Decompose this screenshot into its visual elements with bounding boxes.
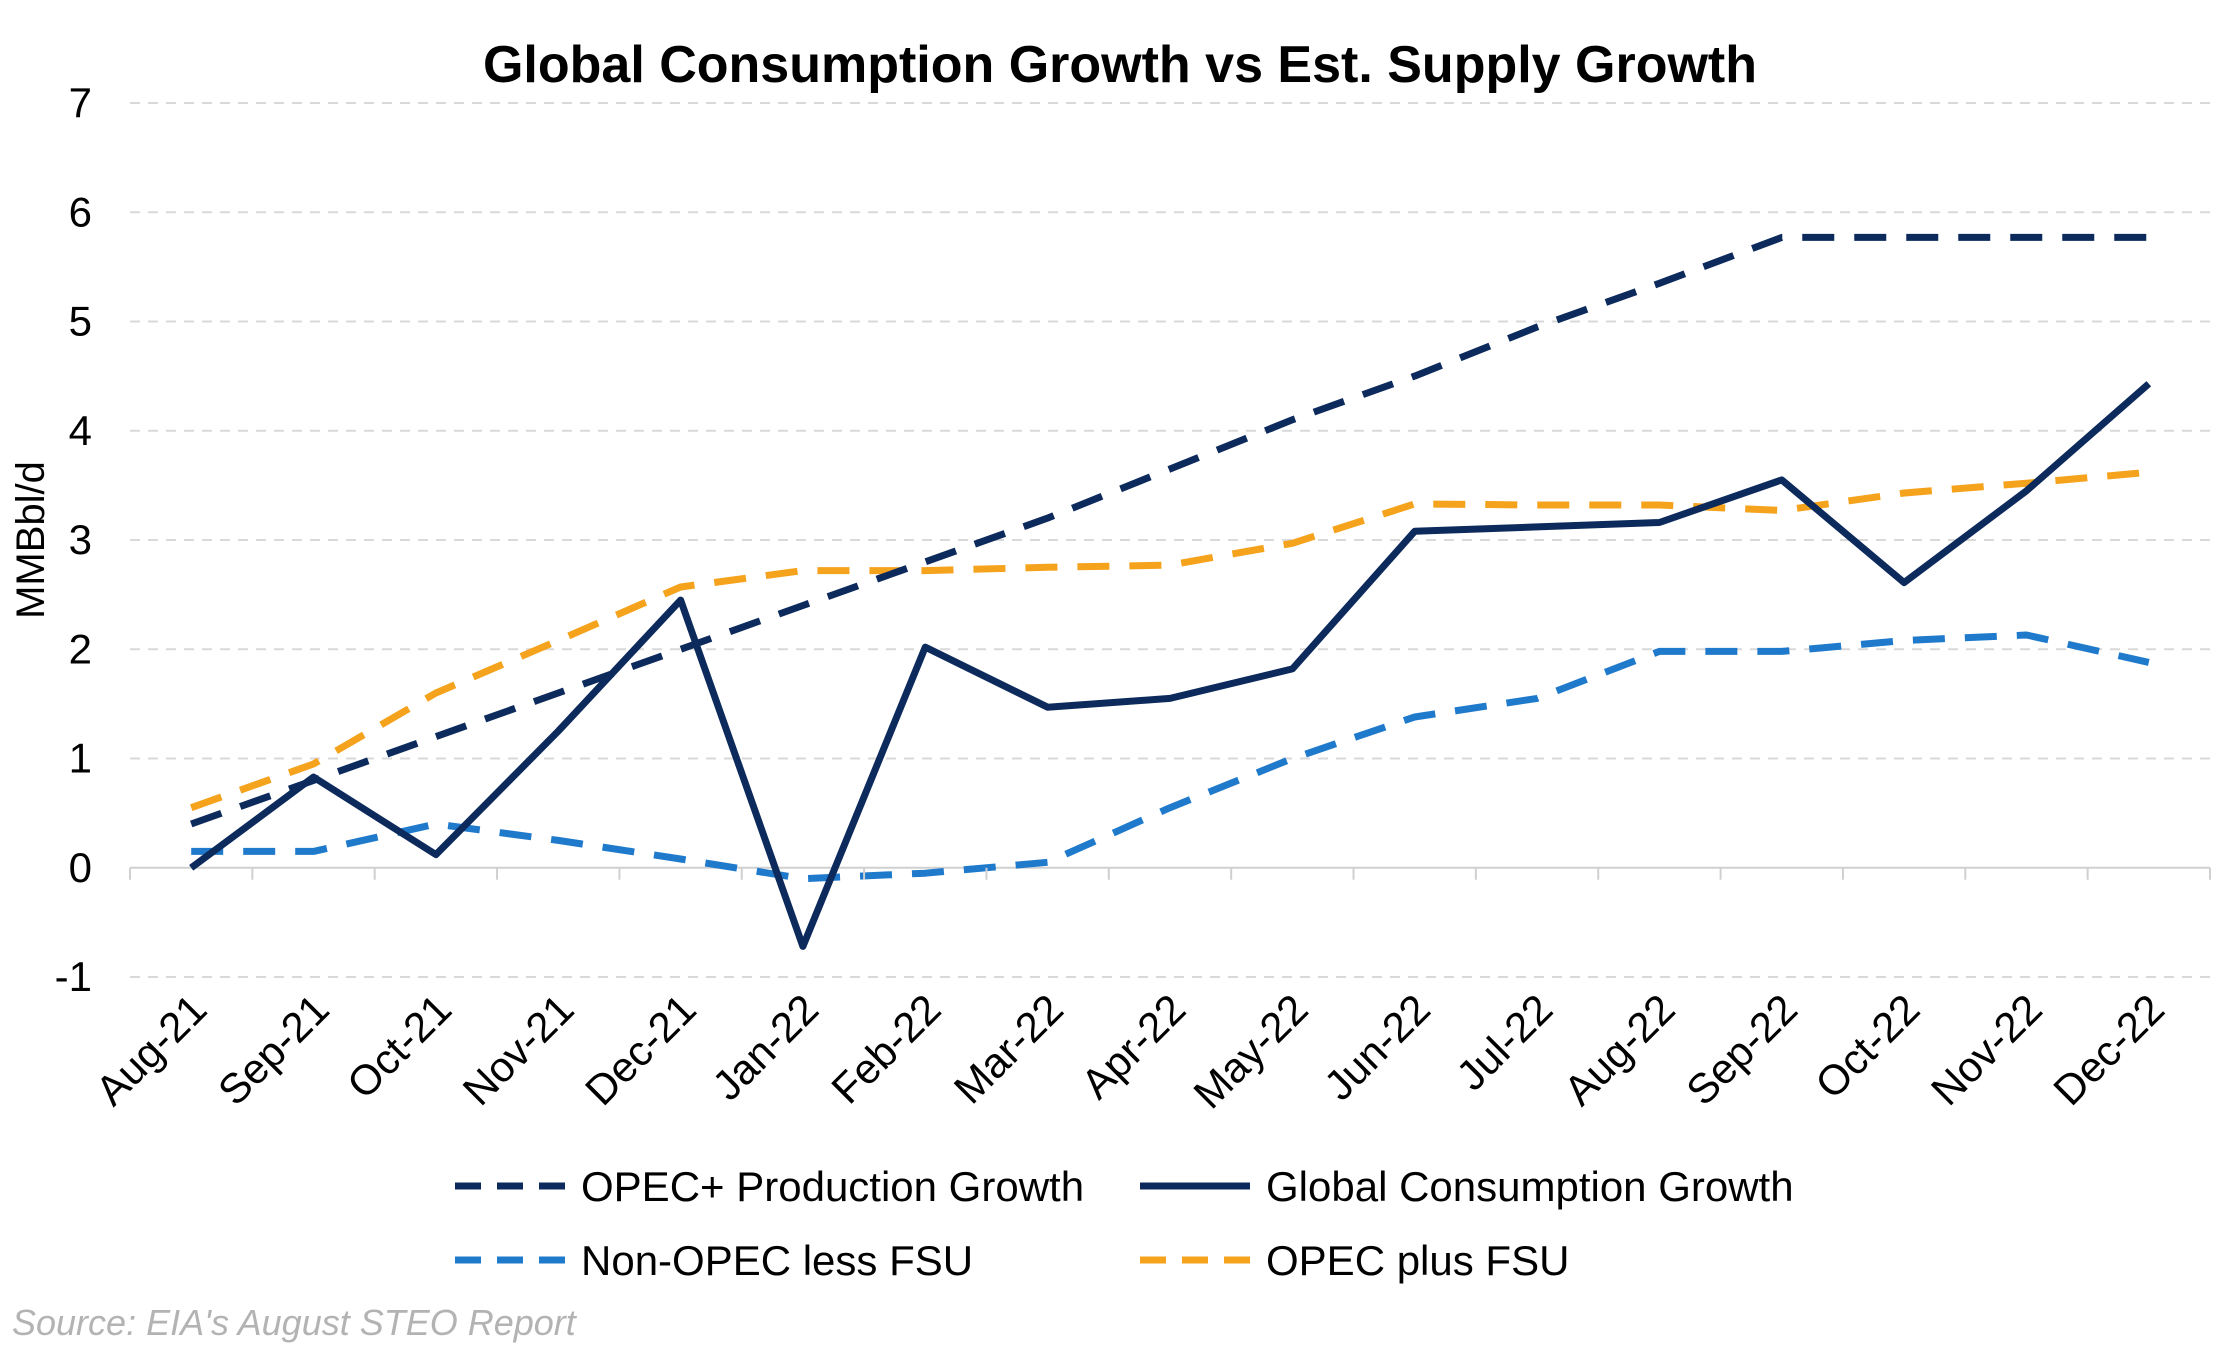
y-tick-label: 0 <box>69 844 92 891</box>
x-tick-label: Dec-21 <box>576 985 705 1114</box>
x-tick-label: Nov-21 <box>454 985 583 1114</box>
legend: OPEC+ Production Growth Global Consumptio… <box>455 1163 1794 1284</box>
legend-label: OPEC plus FSU <box>1266 1237 1569 1284</box>
x-tick-label: Oct-22 <box>1806 985 1928 1107</box>
source-note: Source: EIA's August STEO Report <box>12 1302 578 1343</box>
series-line-global-consumption-growth <box>189 381 2152 950</box>
y-tick-label: -1 <box>55 953 92 1000</box>
x-tick-label: Aug-21 <box>87 985 216 1114</box>
x-tick-label: Feb-22 <box>822 985 949 1112</box>
y-tick-label: 7 <box>69 79 92 126</box>
y-tick-label: 3 <box>69 516 92 563</box>
x-tick-label: Jun-22 <box>1315 985 1439 1109</box>
x-tick-label: May-22 <box>1184 985 1316 1117</box>
y-tick-label: 1 <box>69 735 92 782</box>
x-tick-label: Aug-22 <box>1555 985 1684 1114</box>
series-line-opec-production-growth <box>190 233 2149 828</box>
x-tick-label: Apr-22 <box>1072 985 1194 1107</box>
legend-label: Non-OPEC less FSU <box>581 1237 973 1284</box>
y-axis-ticks: -1 0 1 2 3 4 5 6 7 <box>55 79 92 1000</box>
x-tick-label: Mar-22 <box>945 985 1072 1112</box>
series-lines <box>189 233 2152 950</box>
x-tick-label: Oct-21 <box>338 985 460 1107</box>
gridlines <box>130 102 2210 978</box>
legend-label: OPEC+ Production Growth <box>581 1163 1084 1210</box>
series-line-non-opec-less-fsu <box>191 631 2150 883</box>
y-tick-label: 6 <box>69 188 92 235</box>
x-tick-label: Sep-22 <box>1677 985 1806 1114</box>
x-tick-label: Nov-22 <box>1922 985 2051 1114</box>
chart-title: Global Consumption Growth vs Est. Supply… <box>483 36 1757 94</box>
y-axis-label: MMBbl/d <box>9 461 53 619</box>
y-tick-label: 5 <box>69 298 92 345</box>
x-tick-label: Sep-21 <box>209 985 338 1114</box>
x-tick-label: Dec-22 <box>2044 985 2173 1114</box>
x-tick-label: Jul-22 <box>1447 985 1561 1099</box>
legend-label: Global Consumption Growth <box>1266 1163 1794 1210</box>
y-tick-label: 2 <box>69 625 92 672</box>
series-line-opec-plus-fsu <box>190 468 2150 811</box>
x-tick-label: Jan-22 <box>703 985 827 1109</box>
y-tick-label: 4 <box>69 407 92 454</box>
